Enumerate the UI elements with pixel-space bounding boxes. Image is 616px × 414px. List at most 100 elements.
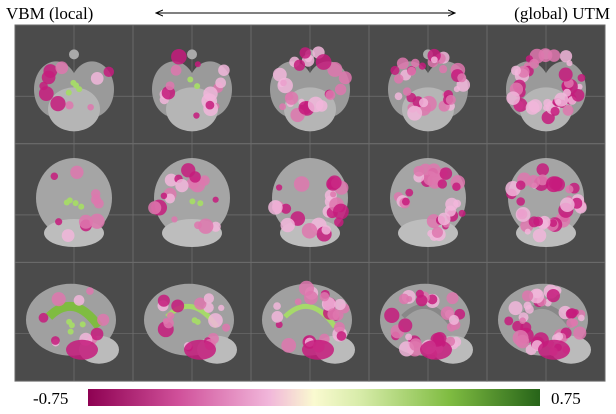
effect-patch: [187, 76, 194, 83]
effect-patch: [515, 207, 531, 222]
effect-patch: [148, 201, 162, 215]
effect-patch: [315, 54, 332, 70]
effect-patch: [194, 83, 201, 90]
effect-patch: [166, 311, 175, 320]
effect-patch: [508, 301, 523, 316]
effect-patch: [197, 200, 204, 207]
effect-patch: [405, 333, 413, 341]
effect-patch: [327, 175, 342, 190]
effect-patch: [194, 318, 201, 325]
header-left: VBM (local): [6, 4, 93, 23]
effect-patch: [448, 314, 460, 326]
effect-patch: [210, 221, 221, 232]
effect-patch: [281, 338, 297, 353]
effect-patch: [566, 60, 573, 67]
effect-patch: [411, 58, 420, 68]
effect-patch: [91, 189, 101, 199]
effect-patch: [157, 294, 170, 307]
effect-patch: [558, 67, 573, 82]
effect-patch: [171, 48, 187, 65]
effect-patch: [334, 298, 346, 311]
effect-patch: [38, 86, 54, 101]
effect-patch: [405, 188, 414, 197]
effect-patch: [413, 165, 425, 177]
effect-patch: [273, 302, 281, 310]
effect-patch: [415, 294, 428, 307]
effect-patch: [527, 175, 541, 189]
brain: [187, 49, 197, 60]
effect-patch: [457, 73, 467, 83]
effect-patch: [184, 339, 216, 360]
effect-patch: [407, 105, 423, 121]
effect-patch: [338, 71, 352, 85]
effect-patch: [396, 57, 409, 70]
effect-patch: [307, 96, 324, 113]
effect-patch: [302, 339, 334, 360]
effect-patch: [512, 320, 524, 332]
effect-patch: [55, 61, 69, 75]
effect-patch: [68, 322, 75, 329]
effect-patch: [390, 65, 400, 75]
effect-patch: [175, 179, 189, 193]
effect-patch: [515, 180, 526, 190]
effect-patch: [565, 185, 574, 194]
effect-patch: [560, 197, 575, 213]
effect-patch: [529, 58, 540, 69]
effect-patch: [203, 293, 215, 304]
effect-patch: [334, 217, 344, 227]
effect-patch: [562, 104, 574, 116]
effect-patch: [218, 64, 230, 76]
effect-patch: [439, 167, 453, 180]
effect-patch: [170, 64, 182, 76]
effect-patch: [41, 70, 56, 85]
effect-patch: [194, 221, 202, 230]
effect-patch: [86, 287, 94, 295]
colorbar: [88, 389, 540, 406]
effect-patch: [420, 339, 452, 360]
effect-patch: [555, 332, 564, 341]
brain-ventricle: [45, 301, 103, 330]
effect-patch: [193, 112, 200, 119]
effect-patch: [549, 219, 558, 227]
effect-patch: [547, 49, 561, 62]
effect-patch: [87, 103, 94, 111]
effect-patch: [427, 294, 438, 305]
effect-patch: [536, 163, 549, 176]
effect-patch: [446, 292, 459, 305]
effect-patch: [38, 312, 49, 323]
effect-patch: [271, 311, 284, 323]
effect-patch: [524, 228, 531, 235]
effect-patch: [293, 59, 306, 71]
effect-patch: [445, 94, 456, 105]
effect-patch: [409, 338, 423, 351]
effect-patch: [67, 328, 74, 335]
effect-patch: [277, 77, 293, 94]
effect-patch: [334, 83, 347, 96]
effect-patch: [189, 171, 201, 183]
effect-patch: [212, 196, 219, 203]
effect-patch: [208, 313, 223, 328]
effect-patch: [555, 98, 562, 105]
colorbar-min: -0.75: [33, 389, 68, 408]
effect-patch: [321, 225, 331, 235]
effect-patch: [268, 200, 283, 215]
effect-patch: [165, 81, 175, 91]
effect-patch: [205, 100, 215, 110]
effect-patch: [189, 198, 196, 205]
brain-ventricle: [283, 303, 338, 329]
effect-patch: [90, 72, 104, 85]
effect-patch: [578, 314, 585, 322]
effect-patch: [293, 176, 310, 192]
header-right: (global) UTM: [514, 4, 610, 23]
effect-patch: [437, 179, 448, 189]
effect-patch: [78, 203, 85, 210]
effect-patch: [506, 91, 520, 105]
effect-patch: [402, 87, 412, 96]
effect-patch: [453, 199, 462, 208]
effect-patch: [63, 199, 70, 206]
effect-patch: [327, 308, 340, 321]
effect-patch: [171, 216, 178, 223]
effect-patch: [218, 304, 225, 312]
effect-patch: [431, 226, 443, 238]
